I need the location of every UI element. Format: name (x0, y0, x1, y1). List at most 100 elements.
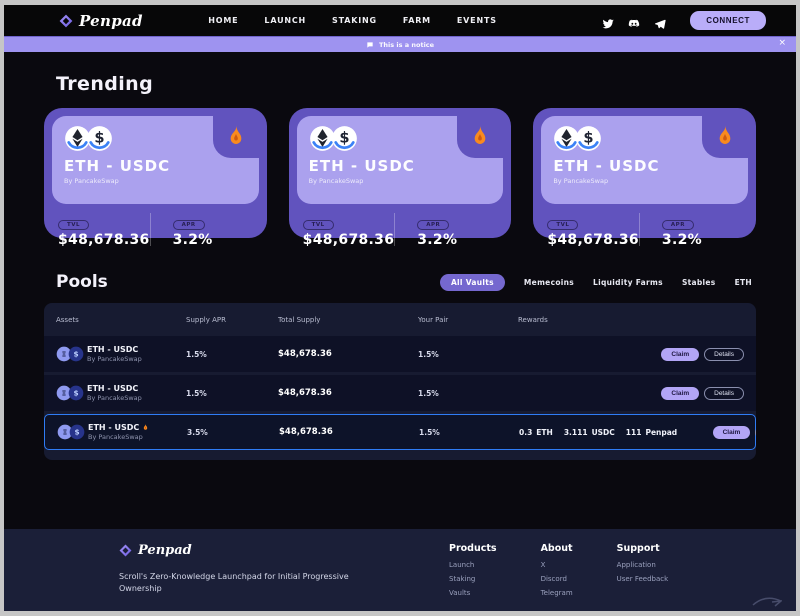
svg-text:$: $ (339, 129, 349, 146)
supply-apr-value: 1.5% (186, 349, 207, 359)
footer-link-application[interactable]: Application (616, 561, 656, 569)
tab-all-vaults[interactable]: All Vaults (439, 273, 505, 291)
reward-token: ETH (536, 427, 553, 437)
tab-stables[interactable]: Stables (681, 277, 716, 287)
nav-link-farm[interactable]: FARM (402, 16, 431, 25)
trending-card[interactable]: $ ETH - USDC By PancakeSwap TVL $48,678.… (533, 108, 757, 248)
reward-amount: 3.111 (563, 427, 588, 437)
connect-wallet-button[interactable]: CONNECT (690, 11, 766, 30)
tab-memecoins[interactable]: Memecoins (523, 277, 575, 287)
eth-coin-icon: Ξ (56, 385, 72, 401)
footer-link-staking[interactable]: Staking (449, 575, 476, 583)
asset-provider: By PancakeSwap (88, 433, 143, 441)
details-button[interactable]: Details (704, 347, 744, 361)
pools-table: Assets Supply APR Total Supply Your Pair… (44, 303, 756, 460)
footer-link-x[interactable]: X (540, 561, 546, 569)
apr-value: 3.2% (661, 232, 702, 248)
asset-cell: Ξ $ ETH - USDC By PancakeSwap (57, 423, 187, 441)
pools-title: Pools (56, 272, 108, 292)
apr-stat: APR 3.2% (151, 211, 253, 248)
total-supply-value: $48,678.36 (279, 427, 333, 437)
trending-card[interactable]: $ ETH - USDC By PancakeSwap TVL $48,678.… (44, 108, 267, 248)
pair-coins: $ (309, 125, 492, 152)
supply-apr-value: 3.5% (187, 427, 208, 437)
footer-brand-logo[interactable]: Penpad (119, 543, 449, 558)
row-actions: Claim Details (677, 425, 756, 439)
claim-button[interactable]: Claim (661, 347, 700, 361)
col-supply-apr: Supply APR (186, 315, 226, 324)
svg-text:Ξ: Ξ (62, 350, 67, 359)
svg-text:Ξ: Ξ (63, 428, 68, 437)
decorative-swoosh (752, 592, 784, 611)
tvl-stat: TVL $48,678.36 (547, 211, 639, 248)
pair-coins: Ξ $ (57, 424, 85, 440)
tvl-stat: TVL $48,678.36 (58, 211, 150, 248)
table-row[interactable]: Ξ $ ETH - USDC By PancakeSwap 1.5% $48,6… (44, 375, 756, 411)
footer-col-about: About X Discord Telegram (541, 543, 573, 611)
trending-card-panel: $ ETH - USDC By PancakeSwap (541, 116, 749, 204)
brand-name: Penpad (79, 11, 143, 30)
banner-close-icon[interactable]: × (778, 38, 786, 48)
card-provider: By PancakeSwap (553, 177, 609, 185)
usdc-coin-icon: $ (575, 125, 602, 152)
brand-logo[interactable]: Penpad (59, 12, 143, 30)
trending-card[interactable]: $ ETH - USDC By PancakeSwap TVL $48,678.… (288, 108, 512, 248)
eth-coin-icon: Ξ (56, 346, 72, 362)
twitter-icon[interactable] (602, 15, 614, 28)
discord-icon[interactable] (628, 15, 640, 27)
hot-flame-badge (457, 116, 504, 158)
table-row[interactable]: Ξ $ ETH - USDC By PancakeSwap 1.5% $48,6… (44, 336, 756, 372)
tvl-badge: TVL (302, 220, 334, 230)
reward-penpad: 111 Penpad (626, 428, 677, 437)
asset-pair: ETH - USDC (88, 423, 149, 432)
nav-link-events[interactable]: EVENTS (456, 16, 497, 25)
rewards-cell: 0.3 ETH 3.111 USDC 111 Penpad (519, 428, 677, 437)
card-pair-name: ETH - USDC (553, 157, 660, 175)
col-rewards: Rewards (518, 315, 548, 324)
eth-coin-icon (64, 125, 91, 152)
flame-icon (230, 125, 241, 144)
footer-brand-block: Penpad Scroll's Zero-Knowledge Launchpad… (119, 543, 449, 611)
footer-link-launch[interactable]: Launch (449, 561, 475, 569)
details-button[interactable]: Details (755, 425, 756, 439)
details-button[interactable]: Details (704, 386, 744, 400)
notice-bubble-icon (367, 41, 373, 48)
nav-link-home[interactable]: HOME (208, 16, 239, 25)
app-window: Penpad HOME LAUNCH STAKING FARM EVENTS C… (4, 5, 796, 611)
footer: Penpad Scroll's Zero-Knowledge Launchpad… (4, 529, 796, 611)
reward-usdc: 3.111 USDC (564, 428, 615, 437)
footer-link-discord[interactable]: Discord (540, 575, 567, 583)
footer-link-vaults[interactable]: Vaults (449, 589, 471, 597)
card-provider: By PancakeSwap (308, 177, 364, 185)
notice-banner: This is a notice × (4, 36, 796, 52)
table-row-highlighted[interactable]: Ξ $ ETH - USDC By PancakeSwap 3.5% $48,6… (44, 414, 756, 450)
footer-col-support: Support Application User Feedback (617, 543, 669, 611)
pair-coins: Ξ $ (56, 385, 84, 401)
svg-text:$: $ (74, 428, 79, 437)
hot-flame-badge (212, 116, 259, 158)
notice-content: This is a notice (366, 41, 434, 49)
row-actions: Claim Details (626, 386, 744, 400)
tab-eth[interactable]: ETH (734, 277, 752, 287)
nav-link-launch[interactable]: LAUNCH (264, 16, 307, 25)
pool-filter-tabs: All Vaults Memecoins Liquidity Farms Sta… (439, 273, 752, 291)
footer-link-user-feedback[interactable]: User Feedback (616, 575, 669, 583)
col-your-pair: Your Pair (418, 315, 449, 324)
pair-coins: Ξ $ (56, 346, 84, 362)
row-actions: Claim Details (626, 347, 744, 361)
card-stats: TVL $48,678.36 APR 3.2% (52, 204, 259, 248)
footer-link-telegram[interactable]: Telegram (540, 589, 573, 597)
col-total-supply: Total Supply (278, 315, 321, 324)
your-pair-value: 1.5% (418, 349, 439, 359)
supply-apr-value: 1.5% (186, 388, 207, 398)
tab-liquidity-farms[interactable]: Liquidity Farms (593, 277, 663, 287)
telegram-icon[interactable] (654, 15, 666, 29)
reward-amount: 111 (625, 427, 642, 437)
svg-text:$: $ (94, 129, 104, 146)
reward-amount: 0.3 (519, 427, 533, 437)
asset-provider: By PancakeSwap (87, 394, 142, 402)
claim-button[interactable]: Claim (661, 386, 700, 400)
claim-button[interactable]: Claim (712, 425, 751, 439)
trending-card-panel: $ ETH - USDC By PancakeSwap (52, 116, 259, 204)
nav-link-staking[interactable]: STAKING (332, 16, 377, 25)
